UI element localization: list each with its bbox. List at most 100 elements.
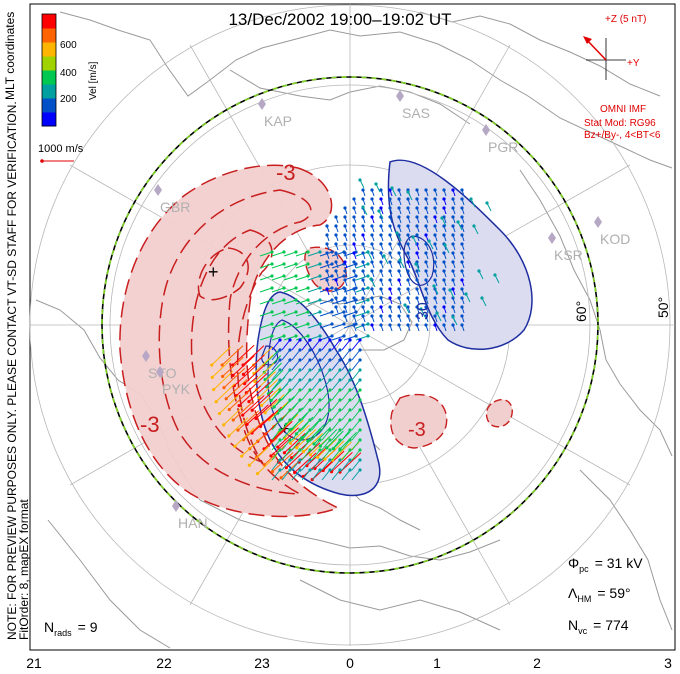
contour-label-pos1: 30 [415,302,432,320]
velocity-vector-origin [338,468,342,472]
velocity-vector-origin [241,372,246,376]
velocity-vector-origin [415,323,419,327]
velocity-vector-origin [397,314,401,318]
velocity-vector-origin [306,274,310,278]
station-label-kod: KOD [600,231,630,247]
velocity-vector [271,449,281,461]
velocity-vector-origin [424,260,428,264]
lat-label-50: 50° [655,297,671,318]
velocity-vector-origin [361,197,365,201]
velocity-vector-origin [298,448,302,452]
mlt-label-21: 21 [26,655,42,671]
velocity-vector-origin [318,398,322,402]
velocity-vector-origin [352,197,356,201]
velocity-vector-origin [460,287,464,291]
velocity-vector [355,335,369,341]
velocity-vector [283,323,297,329]
velocity-vector-origin [358,408,362,412]
velocity-vector-origin [343,224,347,228]
velocity-vector-origin [288,378,292,382]
velocity-vector-origin [308,453,313,457]
velocity-vector-origin [358,378,362,382]
velocity-vector [341,349,351,361]
velocity-vector [291,349,301,361]
velocity-vector-origin [415,269,419,273]
velocity-vector [259,299,273,305]
velocity-vector-origin [442,251,446,255]
velocity-vector [351,459,361,471]
velocity-vector-origin [352,215,356,219]
velocity-vector-origin [325,260,329,264]
velocity-vector [319,335,333,341]
velocity-vector-origin [348,398,352,402]
neg-contour-4 [197,247,249,301]
velocity-vector [211,346,231,366]
velocity-vector-origin [294,334,298,338]
velocity-vector [225,379,248,400]
fit-order-note: FitOrder: 8, mapEX format [17,499,31,640]
velocity-vector-origin [278,418,282,422]
lat-label-60: 60° [573,301,589,322]
velocity-vector [232,400,255,421]
velocity-vector-origin [442,269,446,273]
velocity-vector-origin [366,298,370,302]
velocity-vector-origin [415,215,419,219]
velocity-vector-origin [442,278,446,282]
neg-contour-east [390,393,448,449]
pos-cell-inner [403,235,435,286]
velocity-vector [271,469,281,481]
velocity-vector-origin [361,305,365,309]
velocity-vector-origin [312,442,316,446]
velocity-vector-origin [328,428,332,432]
velocity-vector [341,379,351,391]
velocity-vector-origin [247,463,251,467]
velocity-vector [307,323,321,329]
velocity-vector [331,335,345,341]
velocity-vector-origin [306,334,310,338]
velocity-vector-origin [361,287,365,291]
velocity-vector-origin [361,269,365,273]
velocity-vector-origin [298,428,302,432]
velocity-vector [331,299,345,305]
velocity-vector [321,339,331,351]
velocity-vector-origin [370,314,374,318]
velocity-vectors [210,178,500,482]
velocity-vector [307,275,321,281]
velocity-vector [351,429,361,441]
velocity-vector [271,311,285,317]
velocity-vector-origin [269,454,273,458]
velocity-vector-origin [406,305,410,309]
velocity-vector-origin [370,260,374,264]
velocity-vector [263,428,286,450]
velocity-vector-origin [379,233,383,237]
velocity-vector-origin [424,296,428,300]
neg-contour-east2 [485,398,513,428]
velocity-vector-origin [338,428,342,432]
velocity-vector-origin [415,206,419,210]
velocity-vector [281,369,291,381]
velocity-vector-origin [318,378,322,382]
velocity-vector [341,459,351,471]
velocity-vector-origin [379,197,383,201]
velocity-vector-origin [435,311,439,315]
velocity-vector-origin [361,251,365,255]
velocity-vector-origin [257,396,261,400]
velocity-vector [339,431,357,450]
velocity-vector-origin [485,201,489,205]
hm-boundary [101,76,599,574]
velocity-vector [271,263,285,269]
velocity-vector [241,437,261,457]
velocity-vector-origin [348,448,352,452]
velocity-vector [295,263,309,269]
velocity-vector-origin [282,286,286,290]
velocity-vector [223,367,246,388]
velocity-vector-origin [308,408,312,412]
velocity-vector-origin [318,448,322,452]
velocity-vector-origin [352,233,356,237]
velocity-vector-origin [278,448,282,452]
velocity-vector [259,335,273,341]
velocity-vector [254,363,275,382]
velocity-vector-origin [343,278,347,282]
velocity-vector-origin [343,296,347,300]
imf-source: OMNI IMF [600,104,646,115]
